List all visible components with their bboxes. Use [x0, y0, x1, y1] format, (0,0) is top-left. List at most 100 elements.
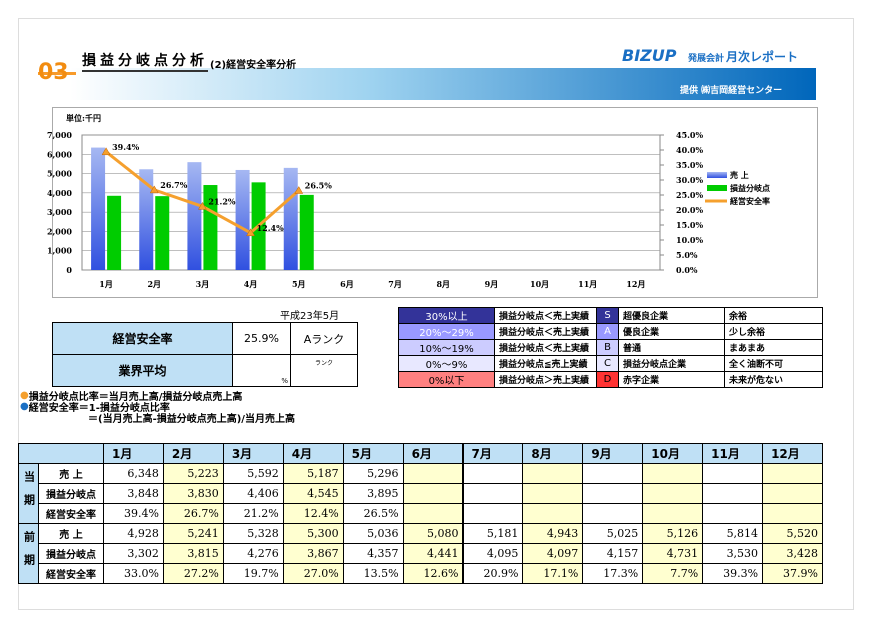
rank-cell: 損益分岐点企業	[618, 355, 725, 372]
line-marker	[101, 147, 111, 156]
y-tick-label: 3,000	[47, 207, 72, 217]
y2-tick-label: 5.0%	[676, 250, 698, 260]
x-tick-label: 6月	[340, 279, 354, 289]
subtitle: (2)経営安全率分析	[210, 60, 297, 71]
y-tick-label: 7,000	[47, 130, 72, 140]
table-cell	[522, 503, 584, 524]
y2-tick-label: 25.0%	[676, 190, 703, 200]
table-cell	[702, 503, 764, 524]
table-header: 2月	[162, 443, 224, 464]
rank-cell: 未来が危ない	[724, 371, 823, 388]
table-header: 7月	[462, 443, 524, 464]
table-cell: 5,025	[582, 523, 644, 544]
rank-cell: まあまあ	[724, 339, 823, 356]
rank-cell: B	[596, 339, 619, 356]
x-tick-label: 12月	[626, 279, 645, 289]
table-cell	[582, 463, 644, 484]
row-label: 経営安全率	[38, 503, 104, 524]
summary-value: 25.9%	[232, 322, 291, 355]
formula: ＝(当月売上高-損益分岐点売上高)/当月売上高	[88, 410, 295, 425]
table-cell: 12.6%	[402, 563, 464, 584]
line-marker	[246, 228, 256, 237]
y2-tick-label: 15.0%	[676, 220, 703, 230]
y-tick-label: 4,000	[47, 188, 72, 198]
table-cell: 5,036	[342, 523, 404, 544]
bullet: ●	[20, 390, 29, 401]
bullet: ●	[20, 401, 29, 412]
table-cell: 5,241	[162, 523, 224, 544]
table-cell: 7.7%	[642, 563, 704, 584]
table-cell: 5,223	[162, 463, 224, 484]
table-cell: 20.9%	[462, 563, 524, 584]
table-cell: 12.4%	[282, 503, 344, 524]
table-header: 6月	[402, 443, 464, 464]
rank-cell: 20%～29%	[398, 323, 495, 340]
line	[105, 150, 300, 235]
rank-cell: 損益分岐点＜売上実績	[494, 339, 597, 356]
table-cell: 3,530	[702, 543, 764, 564]
rank-cell: 超優良企業	[618, 307, 725, 324]
table-cell	[642, 463, 704, 484]
table-cell: 5,181	[462, 523, 524, 544]
table-cell: 4,406	[222, 483, 284, 504]
table-cell: 27.2%	[162, 563, 224, 584]
table-cell	[582, 503, 644, 524]
table-cell: 4,545	[282, 483, 344, 504]
table-cell	[462, 503, 524, 524]
table-cell: 3,428	[762, 543, 823, 564]
data-label: 26.5%	[305, 181, 332, 191]
brand-sub: 発展会計	[688, 54, 725, 64]
rank-cell: 優良企業	[618, 323, 725, 340]
table-cell: 4,276	[222, 543, 284, 564]
rank-cell: 損益分岐点＜売上実績	[494, 307, 597, 324]
table-cell	[762, 483, 823, 504]
legend-label: 売 上	[730, 170, 749, 180]
summary-label: 経営安全率	[52, 322, 233, 355]
bar	[283, 167, 298, 270]
table-cell: 13.5%	[342, 563, 404, 584]
report-name: 月次レポート	[726, 50, 799, 64]
formula: ● 経営安全率＝1-損益分岐点比率	[20, 399, 170, 414]
table-cell: 6,348	[103, 463, 164, 484]
table-cell: 33.0%	[103, 563, 164, 584]
y2-tick-label: 35.0%	[676, 160, 703, 170]
y-tick-label: 6,000	[47, 149, 72, 159]
bar	[91, 147, 106, 270]
table-cell: 3,830	[162, 483, 224, 504]
data-label: 21.2%	[208, 196, 235, 206]
legend-swatch	[707, 185, 727, 191]
rank-cell: 少し余裕	[724, 323, 823, 340]
table-header: 10月	[642, 443, 704, 464]
section-number: 03	[38, 60, 69, 85]
rank-cell: C	[596, 355, 619, 372]
table-cell	[462, 463, 524, 484]
table-header: 8月	[522, 443, 584, 464]
table-cell	[642, 483, 704, 504]
table-cell: 5,328	[222, 523, 284, 544]
bar	[235, 169, 250, 270]
table-cell: 5,814	[702, 523, 764, 544]
table-cell: 5,080	[402, 523, 464, 544]
summary-date: 平成23年5月	[280, 311, 340, 322]
table-header: 5月	[342, 443, 404, 464]
y-tick-label: 0	[66, 265, 72, 275]
table-cell	[522, 463, 584, 484]
group-label: 前期	[18, 523, 39, 584]
legend-label: 経営安全率	[730, 196, 770, 206]
accent	[38, 72, 76, 75]
table-cell: 4,097	[522, 543, 584, 564]
x-tick-label: 8月	[436, 279, 450, 289]
table-cell: 4,731	[642, 543, 704, 564]
line-marker	[294, 185, 304, 194]
table-cell: 5,520	[762, 523, 823, 544]
table-cell: 4,441	[402, 543, 464, 564]
table-cell: 27.0%	[282, 563, 344, 584]
rank-cell: 全く油断不可	[724, 355, 823, 372]
table-cell: 19.7%	[222, 563, 284, 584]
rank-cell: 10%～19%	[398, 339, 495, 356]
table-cell: 4,928	[103, 523, 164, 544]
y2-tick-label: 10.0%	[676, 235, 703, 245]
bar	[299, 194, 314, 270]
table-header: 4月	[282, 443, 344, 464]
